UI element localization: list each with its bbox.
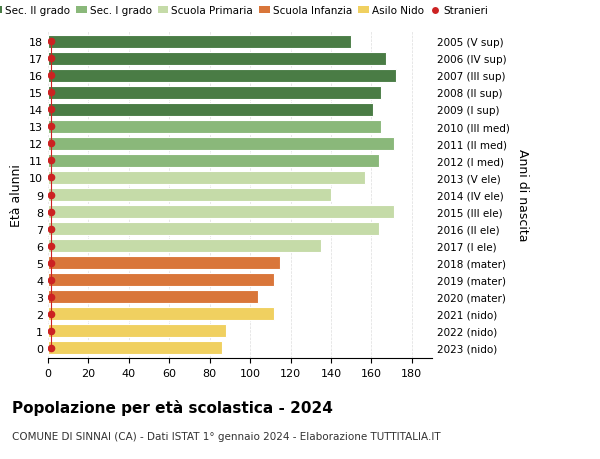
Bar bbox=[48, 154, 379, 168]
Bar bbox=[48, 324, 226, 338]
Bar bbox=[48, 171, 365, 185]
Bar bbox=[48, 188, 331, 202]
Bar bbox=[48, 52, 386, 66]
Bar bbox=[48, 86, 382, 100]
Bar bbox=[48, 307, 274, 321]
Bar bbox=[48, 222, 379, 236]
Legend: Sec. II grado, Sec. I grado, Scuola Primaria, Scuola Infanzia, Asilo Nido, Stran: Sec. II grado, Sec. I grado, Scuola Prim… bbox=[0, 2, 493, 20]
Bar bbox=[48, 256, 280, 270]
Bar bbox=[48, 205, 394, 219]
Bar bbox=[48, 137, 394, 151]
Bar bbox=[48, 341, 222, 355]
Y-axis label: Età alunni: Età alunni bbox=[10, 164, 23, 226]
Bar bbox=[48, 103, 373, 117]
Y-axis label: Anni di nascita: Anni di nascita bbox=[516, 149, 529, 241]
Bar bbox=[48, 239, 321, 253]
Bar bbox=[48, 69, 395, 83]
Text: Popolazione per età scolastica - 2024: Popolazione per età scolastica - 2024 bbox=[12, 399, 333, 415]
Bar bbox=[48, 35, 351, 49]
Bar bbox=[48, 273, 274, 287]
Bar bbox=[48, 120, 382, 134]
Text: COMUNE DI SINNAI (CA) - Dati ISTAT 1° gennaio 2024 - Elaborazione TUTTITALIA.IT: COMUNE DI SINNAI (CA) - Dati ISTAT 1° ge… bbox=[12, 431, 440, 442]
Bar bbox=[48, 290, 258, 304]
